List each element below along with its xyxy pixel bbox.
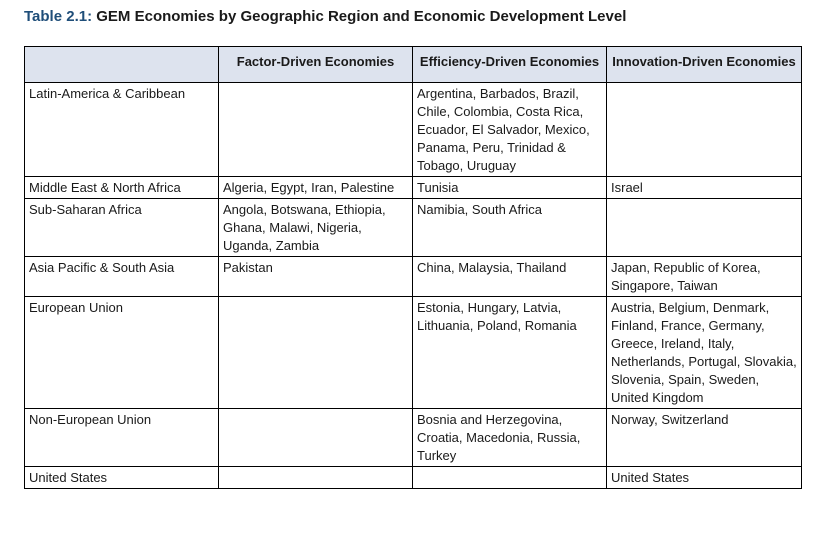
table-row: Sub-Saharan Africa Angola, Botswana, Eth…	[24, 198, 802, 257]
table-row: Asia Pacific & South Asia Pakistan China…	[24, 256, 802, 297]
factor-cell	[218, 296, 413, 409]
innovation-cell: Austria, Belgium, Denmark, Finland, Fran…	[606, 296, 802, 409]
efficiency-cell: Bosnia and Herzegovina, Croatia, Macedon…	[412, 408, 607, 467]
efficiency-cell: Namibia, South Africa	[412, 198, 607, 257]
efficiency-cell: China, Malaysia, Thailand	[412, 256, 607, 297]
region-cell: Non-European Union	[24, 408, 219, 467]
factor-cell	[218, 466, 413, 489]
gem-economies-table: Factor-Driven Economies Efficiency-Drive…	[24, 46, 802, 489]
innovation-cell	[606, 198, 802, 257]
table-row: Latin-America & Caribbean Argentina, Bar…	[24, 82, 802, 177]
innovation-cell: United States	[606, 466, 802, 489]
factor-cell: Angola, Botswana, Ethiopia, Ghana, Malaw…	[218, 198, 413, 257]
innovation-cell: Japan, Republic of Korea, Singapore, Tai…	[606, 256, 802, 297]
header-factor-driven: Factor-Driven Economies	[218, 46, 413, 83]
region-cell: Sub-Saharan Africa	[24, 198, 219, 257]
region-cell: Latin-America & Caribbean	[24, 82, 219, 177]
table-caption: Table 2.1: GEM Economies by Geographic R…	[24, 8, 626, 25]
table-header: Factor-Driven Economies Efficiency-Drive…	[24, 46, 802, 83]
table-caption-text: GEM Economies by Geographic Region and E…	[92, 8, 627, 25]
table-caption-label: Table 2.1:	[24, 8, 93, 25]
region-cell: European Union	[24, 296, 219, 409]
factor-cell	[218, 408, 413, 467]
region-cell: Asia Pacific & South Asia	[24, 256, 219, 297]
innovation-cell: Israel	[606, 176, 802, 199]
table-body: Latin-America & Caribbean Argentina, Bar…	[24, 82, 802, 489]
header-efficiency-driven: Efficiency-Driven Economies	[412, 46, 607, 83]
header-row: Factor-Driven Economies Efficiency-Drive…	[24, 46, 802, 83]
innovation-cell	[606, 82, 802, 177]
efficiency-cell	[412, 466, 607, 489]
header-innovation-driven: Innovation-Driven Economies	[606, 46, 802, 83]
efficiency-cell: Tunisia	[412, 176, 607, 199]
factor-cell: Pakistan	[218, 256, 413, 297]
region-cell: United States	[24, 466, 219, 489]
table-row: European Union Estonia, Hungary, Latvia,…	[24, 296, 802, 409]
factor-cell: Algeria, Egypt, Iran, Palestine	[218, 176, 413, 199]
table-row: Middle East & North Africa Algeria, Egyp…	[24, 176, 802, 199]
efficiency-cell: Argentina, Barbados, Brazil, Chile, Colo…	[412, 82, 607, 177]
table-row: Non-European Union Bosnia and Herzegovin…	[24, 408, 802, 467]
factor-cell	[218, 82, 413, 177]
innovation-cell: Norway, Switzerland	[606, 408, 802, 467]
table-row: United States United States	[24, 466, 802, 489]
efficiency-cell: Estonia, Hungary, Latvia, Lithuania, Pol…	[412, 296, 607, 409]
header-region	[24, 46, 219, 83]
region-cell: Middle East & North Africa	[24, 176, 219, 199]
